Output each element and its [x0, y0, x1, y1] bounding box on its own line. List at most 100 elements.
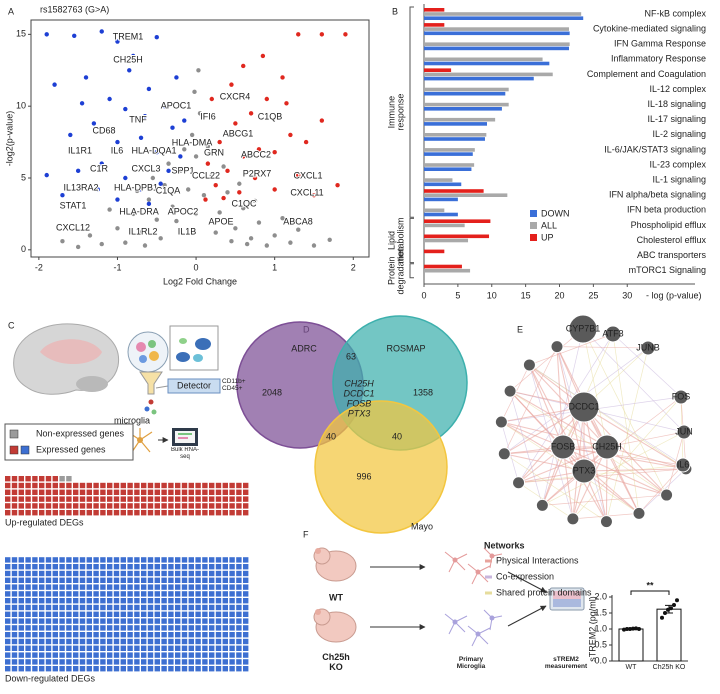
point — [241, 154, 246, 159]
waffle-cell — [154, 645, 160, 651]
waffle-cell — [32, 625, 38, 631]
data-point — [663, 611, 667, 615]
network-edge — [503, 346, 558, 454]
waffle-cell — [127, 652, 133, 658]
waffle-cell — [127, 611, 133, 617]
waffle-cell — [39, 557, 45, 563]
waffle-cell — [175, 564, 181, 570]
point — [192, 89, 197, 95]
waffle-cell — [229, 496, 235, 502]
data-point — [631, 626, 635, 631]
waffle-cell — [168, 489, 174, 495]
point — [260, 53, 266, 59]
x-tick-label: 0 — [421, 290, 426, 300]
point — [107, 207, 112, 212]
network-edge — [612, 333, 640, 514]
waffle-cell — [243, 510, 249, 516]
waffle-cell — [25, 652, 31, 658]
network-node — [497, 447, 511, 461]
waffle-cell — [11, 666, 18, 672]
waffle-cell — [236, 659, 242, 665]
waffle-cell — [168, 482, 174, 489]
waffle-cell — [243, 489, 249, 495]
waffle-cell — [209, 564, 215, 570]
waffle-cell — [222, 638, 228, 645]
x-tick-label: 25 — [588, 290, 598, 300]
waffle-cell — [229, 598, 235, 604]
waffle-cell — [215, 482, 222, 489]
waffle-cell — [209, 604, 215, 611]
point — [174, 218, 179, 224]
gene-label: ABCA8 — [283, 216, 313, 226]
point — [146, 201, 152, 207]
waffle-cell — [215, 618, 222, 624]
waffle-cell — [161, 577, 167, 583]
waffle-cell — [100, 482, 106, 489]
waffle-cell — [66, 482, 72, 489]
waffle-cell — [127, 489, 133, 495]
waffle-cell — [215, 570, 222, 577]
waffle-cell — [32, 632, 38, 638]
waffle-cell — [209, 503, 215, 509]
waffle-cell — [52, 564, 58, 570]
waffle-cell — [168, 564, 174, 570]
waffle-cell — [222, 557, 228, 563]
waffle-cell — [5, 577, 11, 583]
waffle-cell — [141, 604, 147, 611]
waffle-cell — [202, 598, 208, 604]
waffle-cell — [32, 584, 38, 590]
waffle-cell — [209, 489, 215, 495]
waffle-cell — [195, 632, 201, 638]
point — [205, 144, 211, 149]
waffle-cell — [215, 503, 222, 509]
waffle-cell — [215, 638, 222, 645]
waffle-cell — [222, 489, 228, 495]
waffle-cell — [147, 652, 154, 658]
waffle-cell — [39, 496, 45, 502]
waffle-cell — [93, 611, 99, 617]
waffle-cell — [5, 570, 11, 577]
point — [99, 161, 104, 166]
bar — [424, 238, 469, 243]
waffle-cell — [11, 611, 18, 617]
waffle-cell — [11, 598, 18, 604]
waffle-cell — [175, 577, 181, 583]
waffle-cell — [188, 591, 194, 597]
waffle-cell — [134, 632, 140, 638]
waffle-cell — [229, 625, 235, 631]
waffle-cell — [86, 645, 92, 651]
waffle-cell — [141, 564, 147, 570]
group-label: WT — [329, 592, 343, 602]
waffle-cell — [107, 577, 113, 583]
waffle-cell — [18, 564, 24, 570]
waffle-cell — [175, 638, 181, 645]
waffle-cell — [120, 482, 126, 489]
waffle-cell — [209, 598, 215, 604]
point — [196, 68, 201, 73]
waffle-cell — [209, 584, 215, 590]
waffle-cell — [209, 577, 215, 583]
gene-label: TNF — [129, 114, 147, 124]
waffle-cell — [243, 564, 249, 570]
waffle-cell — [25, 482, 31, 489]
data-point — [666, 607, 670, 612]
waffle-cell — [127, 618, 133, 624]
waffle-cell — [243, 638, 249, 645]
waffle-cell — [141, 666, 147, 672]
point — [264, 96, 270, 102]
waffle-cell — [161, 598, 167, 604]
waffle-cell — [86, 577, 92, 583]
waffle-cell — [39, 584, 45, 590]
waffle-cell — [107, 652, 113, 658]
waffle-cell — [25, 496, 31, 502]
waffle-cell — [39, 611, 45, 617]
waffle-cell — [66, 503, 72, 509]
waffle-cell — [86, 510, 92, 516]
waffle-cell — [215, 510, 222, 516]
point — [115, 139, 120, 145]
waffle-cell — [107, 659, 113, 665]
waffle-cell — [181, 625, 188, 631]
network-edge — [556, 346, 607, 522]
waffle-cell — [141, 618, 147, 624]
network-edge — [504, 453, 607, 522]
